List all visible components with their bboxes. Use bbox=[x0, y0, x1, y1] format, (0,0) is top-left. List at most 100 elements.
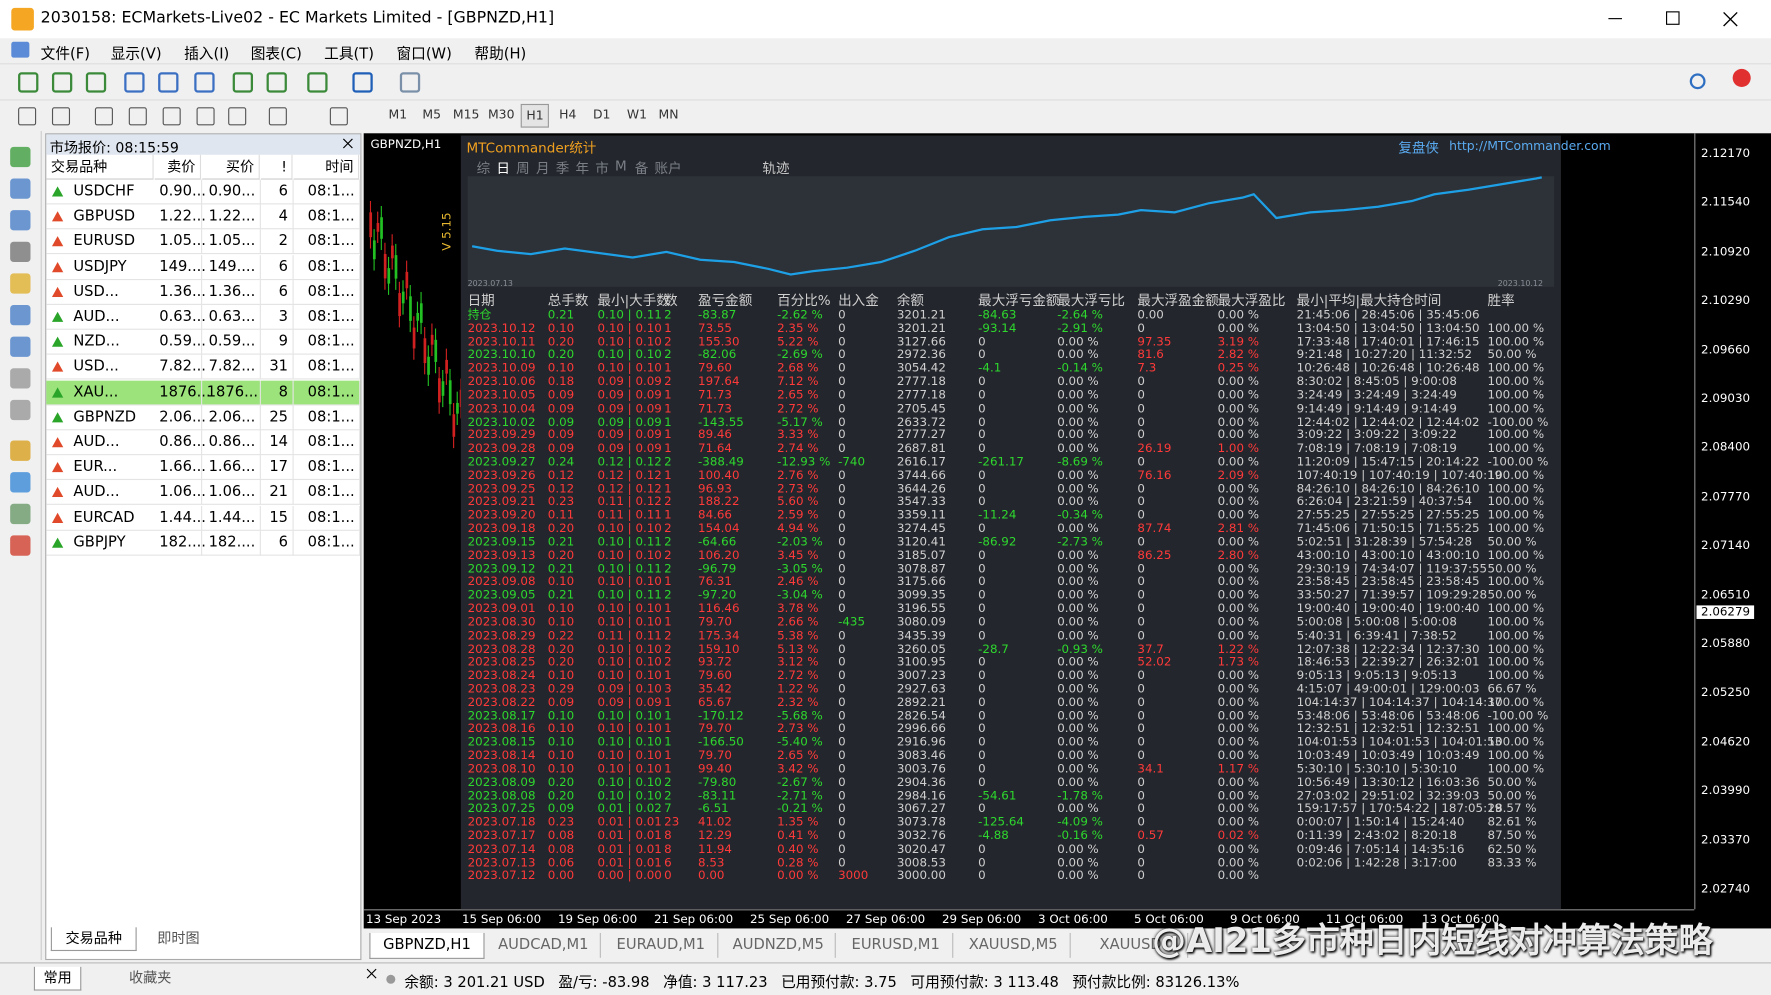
quote-row[interactable] bbox=[46, 305, 361, 330]
tool-button[interactable] bbox=[51, 107, 71, 126]
stats-tab[interactable]: 季 bbox=[555, 160, 570, 177]
quote-row[interactable] bbox=[46, 180, 361, 205]
timeframe-button[interactable]: MN bbox=[658, 107, 679, 122]
tool-button[interactable] bbox=[94, 107, 113, 126]
menu-item[interactable]: 文件(F) bbox=[40, 46, 90, 64]
chart-tab[interactable]: AUDCAD,M1 bbox=[487, 932, 601, 958]
menu-item[interactable]: 窗口(W) bbox=[396, 46, 452, 64]
timeframe-button[interactable]: M5 bbox=[422, 107, 442, 122]
chart-tab[interactable]: EURUSD,M1 bbox=[839, 932, 954, 958]
timeframe-button[interactable]: W1 bbox=[626, 107, 648, 122]
menu-item[interactable]: 插入(I) bbox=[184, 46, 230, 64]
quote-row[interactable] bbox=[46, 405, 361, 431]
chart-tab[interactable]: XAUUSD bbox=[1074, 932, 1189, 958]
side-button[interactable] bbox=[10, 146, 31, 168]
search-button[interactable] bbox=[1689, 73, 1706, 90]
chart-tab[interactable]: GBPNZD,H1 bbox=[369, 932, 485, 959]
tool-button[interactable] bbox=[18, 107, 37, 126]
quote-row[interactable] bbox=[46, 330, 361, 355]
stats-tab[interactable]: 账户 bbox=[654, 160, 682, 177]
toolbar-button[interactable] bbox=[158, 72, 179, 93]
tool-button[interactable] bbox=[268, 107, 287, 126]
terminal-close[interactable] bbox=[366, 968, 377, 979]
stats-tab[interactable]: 周 bbox=[516, 160, 530, 177]
toolbar-button[interactable] bbox=[352, 72, 373, 93]
tool-button[interactable] bbox=[128, 107, 147, 126]
side-button[interactable] bbox=[10, 336, 31, 357]
toolbar-button[interactable] bbox=[232, 72, 254, 93]
side-button[interactable] bbox=[10, 503, 31, 525]
navigator-tab[interactable]: 常用 bbox=[33, 966, 82, 991]
timeframe-button[interactable]: D1 bbox=[592, 107, 611, 122]
quote-row[interactable] bbox=[46, 355, 361, 380]
toolbar-button[interactable] bbox=[266, 72, 287, 93]
side-button[interactable] bbox=[10, 440, 31, 461]
stats-tab[interactable]: 备 bbox=[634, 160, 649, 177]
stats-tab[interactable]: 市 bbox=[595, 160, 609, 177]
side-button[interactable] bbox=[10, 210, 31, 231]
menu-item[interactable]: 图表(C) bbox=[250, 46, 302, 64]
quote-row[interactable] bbox=[46, 531, 361, 556]
stats-tab[interactable]: 日 bbox=[496, 160, 510, 177]
toolbar-button[interactable] bbox=[194, 72, 215, 93]
menu-item[interactable]: 帮助(H) bbox=[474, 46, 527, 64]
column-header[interactable]: ! bbox=[260, 154, 293, 180]
notification-badge[interactable] bbox=[1732, 68, 1751, 87]
quote-row[interactable] bbox=[46, 430, 361, 456]
quote-cell: 14 bbox=[261, 430, 294, 456]
timeframe-button[interactable]: H4 bbox=[559, 107, 577, 122]
chart-tab[interactable]: AUDNZD,M5 bbox=[722, 932, 836, 958]
stats-tab[interactable]: 综 bbox=[476, 160, 491, 177]
stats-tab[interactable]: M bbox=[615, 158, 627, 174]
toolbar-button[interactable] bbox=[399, 72, 421, 93]
menu-item[interactable]: 工具(T) bbox=[324, 46, 374, 64]
panel-tab[interactable]: 交易品种 bbox=[50, 927, 137, 952]
tool-button[interactable] bbox=[329, 107, 348, 126]
minimize-button[interactable] bbox=[1608, 18, 1622, 20]
side-button[interactable] bbox=[10, 472, 31, 493]
tool-button[interactable] bbox=[196, 107, 215, 126]
quote-row[interactable] bbox=[46, 280, 361, 305]
side-button[interactable] bbox=[10, 535, 31, 556]
toolbar-button[interactable] bbox=[307, 72, 328, 93]
stats-tab[interactable]: 年 bbox=[575, 160, 590, 177]
toolbar-button[interactable] bbox=[85, 72, 107, 93]
track-tab[interactable]: 轨迹 bbox=[762, 160, 790, 177]
timeframe-button[interactable]: M30 bbox=[487, 107, 515, 122]
quote-row[interactable] bbox=[46, 230, 361, 255]
column-header[interactable]: 交易品种 bbox=[46, 154, 154, 180]
stats-tab[interactable]: 月 bbox=[535, 160, 550, 177]
close-button[interactable] bbox=[1722, 11, 1738, 27]
chart-tab[interactable]: EURAUD,M1 bbox=[604, 932, 719, 958]
navigator-tab[interactable]: 收藏夹 bbox=[129, 969, 172, 987]
quote-row[interactable] bbox=[46, 255, 361, 280]
timeframe-button[interactable]: H1 bbox=[520, 103, 550, 128]
quote-row[interactable] bbox=[46, 455, 361, 481]
maximize-button[interactable] bbox=[1666, 11, 1680, 25]
side-button[interactable] bbox=[10, 368, 31, 389]
column-header[interactable]: 买价 bbox=[202, 154, 260, 180]
quote-row[interactable] bbox=[46, 205, 361, 230]
timeframe-button[interactable]: M15 bbox=[452, 107, 480, 122]
url[interactable]: http://MTCommander.com bbox=[1449, 138, 1611, 154]
side-button[interactable] bbox=[10, 241, 31, 263]
tool-button[interactable] bbox=[162, 107, 181, 126]
quote-row[interactable] bbox=[46, 506, 361, 531]
column-header[interactable]: 卖价 bbox=[154, 154, 202, 180]
panel-close[interactable] bbox=[342, 138, 353, 149]
toolbar-button[interactable] bbox=[51, 72, 73, 93]
toolbar-button[interactable] bbox=[18, 72, 39, 93]
side-button[interactable] bbox=[10, 178, 31, 199]
quote-row[interactable] bbox=[46, 380, 361, 406]
tool-button[interactable] bbox=[228, 107, 247, 126]
side-button[interactable] bbox=[10, 304, 31, 326]
toolbar-button[interactable] bbox=[124, 72, 145, 93]
column-header[interactable]: 时间 bbox=[293, 154, 360, 180]
side-button[interactable] bbox=[10, 273, 31, 294]
menu-item[interactable]: 显示(V) bbox=[110, 46, 162, 64]
panel-tab[interactable]: 即时图 bbox=[157, 929, 200, 947]
side-button[interactable] bbox=[10, 399, 31, 421]
timeframe-button[interactable]: M1 bbox=[388, 107, 408, 122]
quote-row[interactable] bbox=[46, 480, 361, 506]
chart-tab[interactable]: XAUUSD,M5 bbox=[957, 932, 1071, 958]
